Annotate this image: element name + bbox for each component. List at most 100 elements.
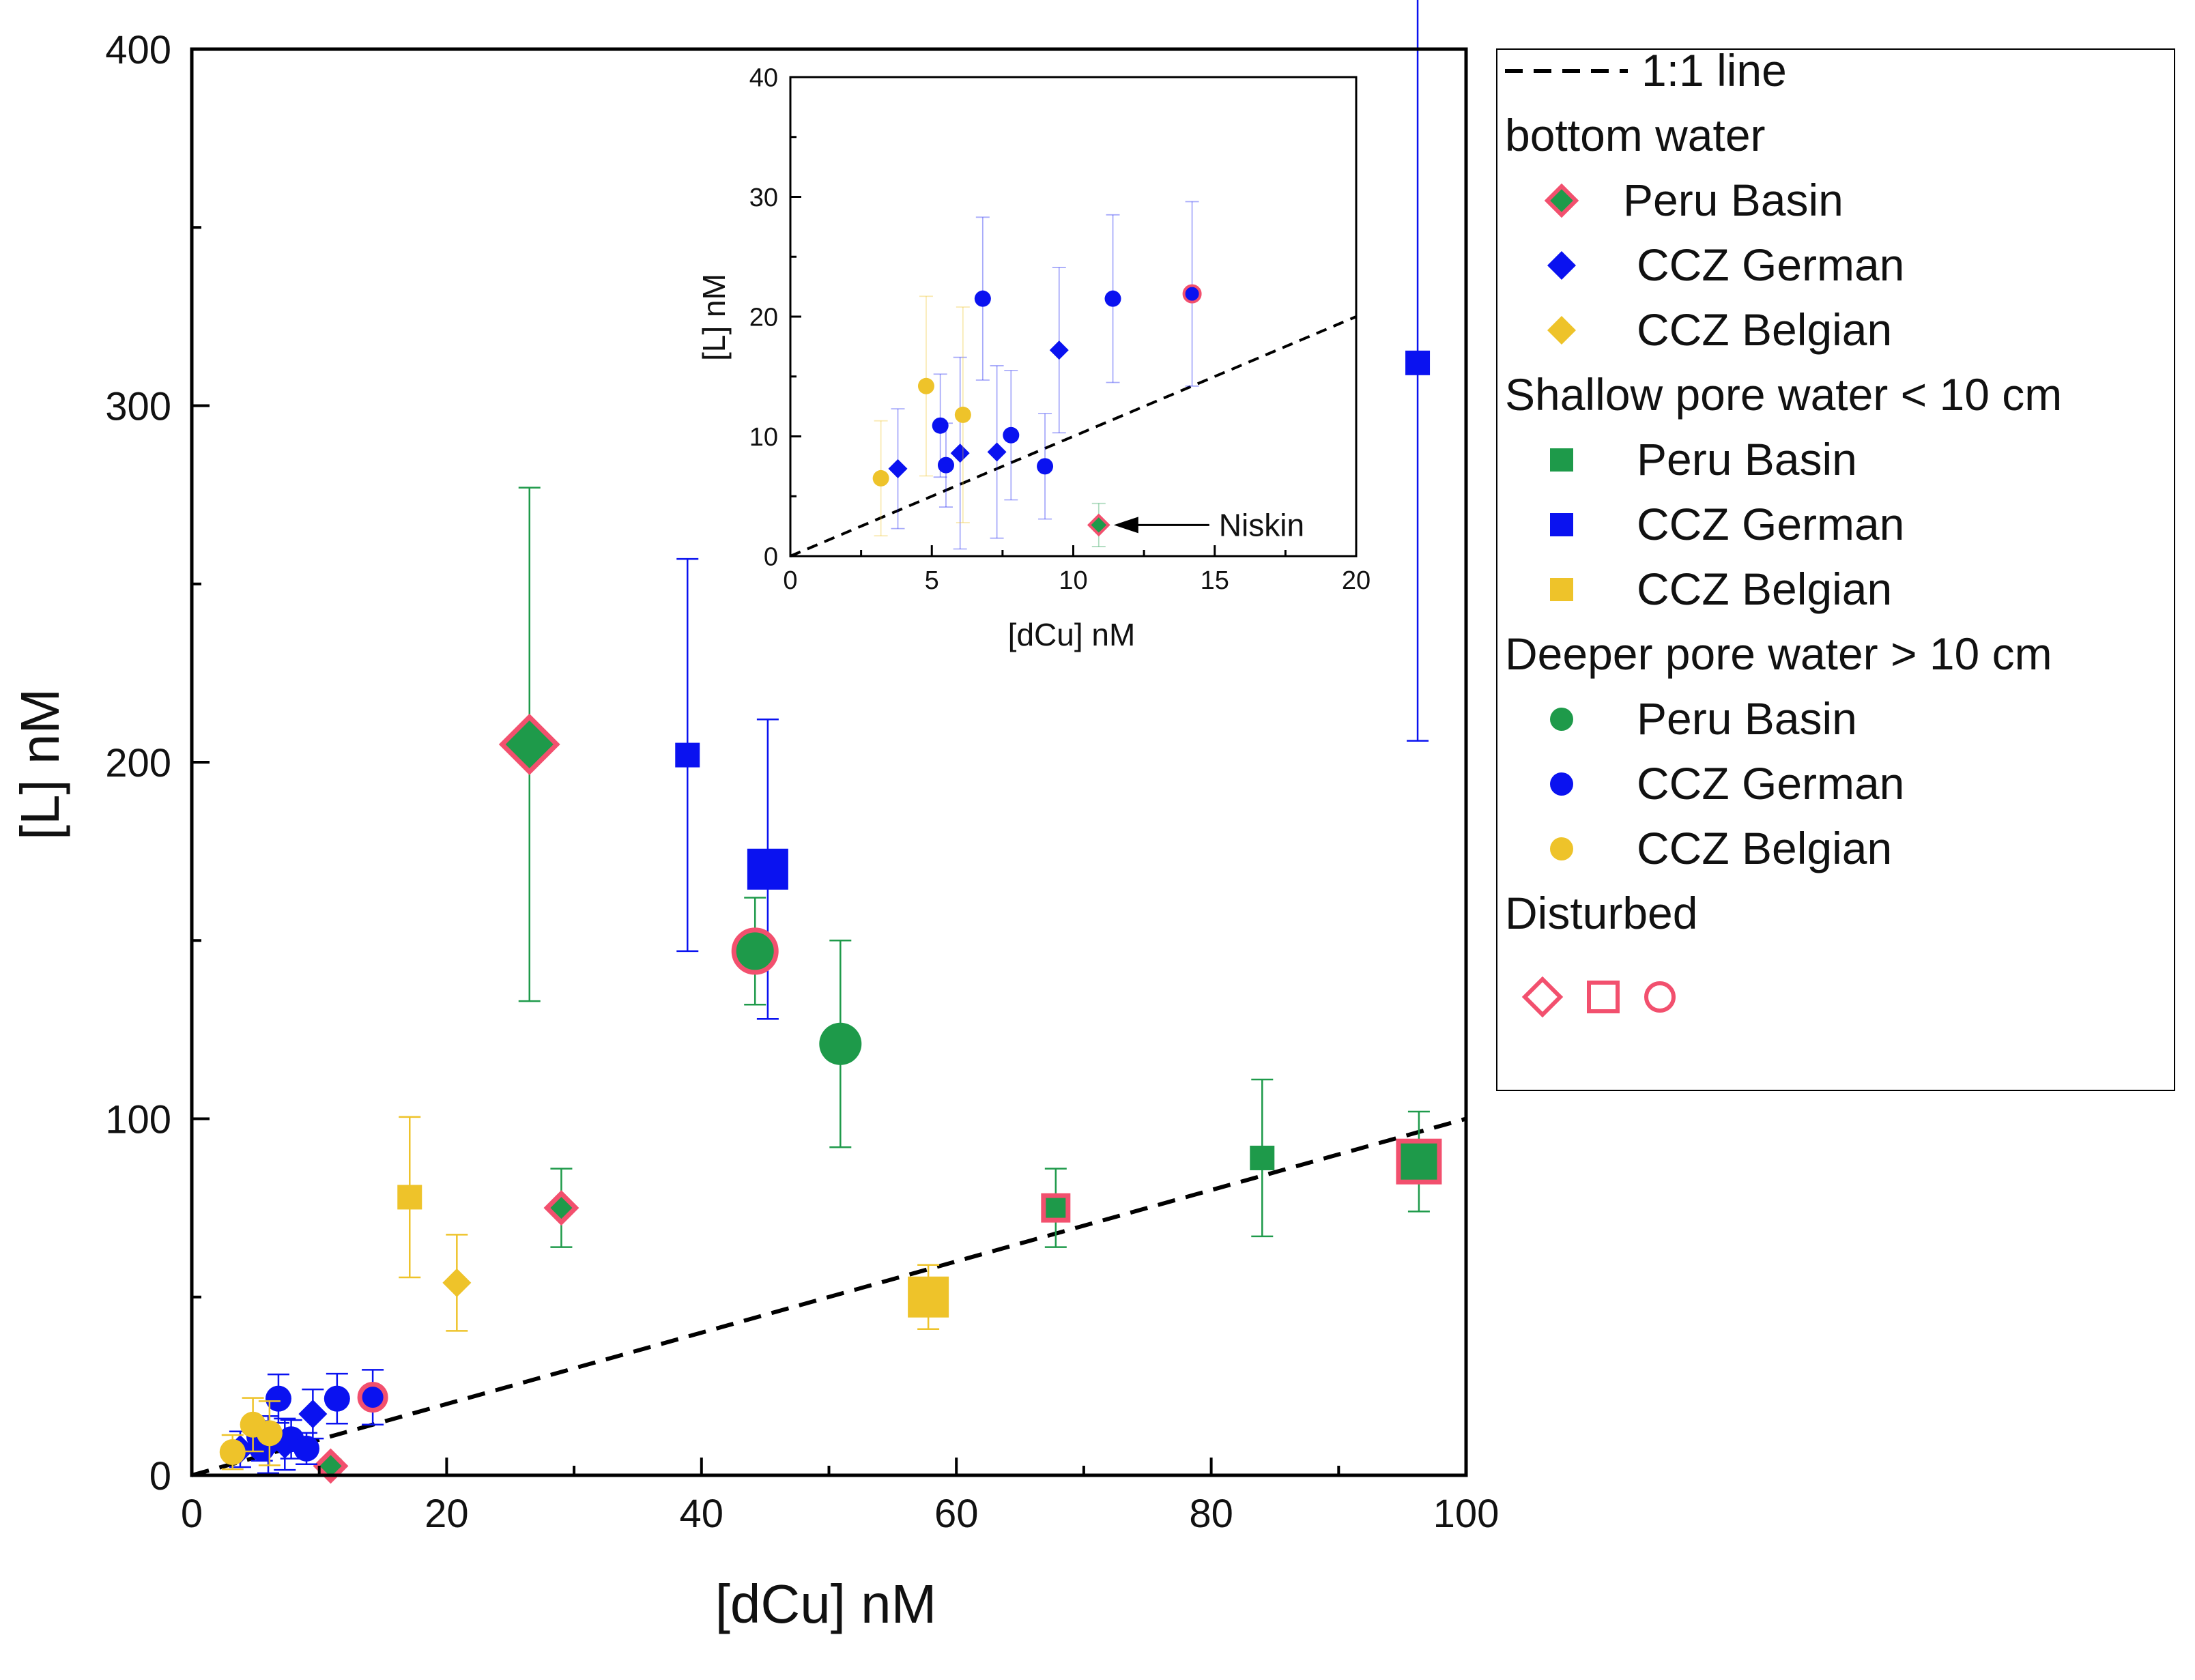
inset-point-ccz-german-circle <box>1037 413 1054 520</box>
data-point-marker <box>950 444 970 463</box>
inset-background <box>790 77 1356 556</box>
data-point-marker <box>293 1435 320 1462</box>
main-reference-line-layer <box>191 1116 1467 1477</box>
data-point-marker <box>357 1382 388 1413</box>
main-point-peru-basin-square <box>1041 1168 1071 1248</box>
main-point-ccz-german-circle <box>324 1372 350 1425</box>
main-x-tick-label: 60 <box>934 1492 979 1536</box>
data-point-marker <box>256 1420 283 1447</box>
data-point-marker <box>819 1022 862 1065</box>
legend-swatch-diamond <box>1544 183 1579 218</box>
main-y-tick-label: 400 <box>105 28 171 72</box>
legend-entry-1-1-line: 1:1 line <box>1505 45 1787 96</box>
inset-y-tick-label: 40 <box>749 64 778 93</box>
main-point-peru-basin-diamond <box>313 1448 349 1484</box>
data-point-marker <box>1037 458 1054 475</box>
legend-entry-disturbed: Disturbed <box>1505 888 1697 938</box>
legend-entry-deeper-pore-water-10-cm: Deeper pore water > 10 cm <box>1505 628 2052 679</box>
legend-entry-bottom-water: bottom water <box>1505 110 1766 160</box>
data-point-marker <box>313 1448 349 1484</box>
inset-y-axis-title: [L] nM <box>696 274 732 361</box>
data-point-marker <box>917 377 934 394</box>
inset-y-tick-label: 20 <box>749 304 778 332</box>
data-point-marker <box>298 1400 328 1429</box>
data-point-marker <box>872 469 889 487</box>
main-point-ccz-german-square <box>675 557 700 953</box>
data-point-marker <box>1250 1145 1275 1170</box>
legend-group-header: Deeper pore water > 10 cm <box>1505 628 2052 679</box>
main-x-tick-label: 40 <box>680 1492 724 1536</box>
legend-label: CCZ Belgian <box>1637 564 1892 614</box>
data-point-marker <box>1003 426 1020 444</box>
niskin-arrow-head <box>1113 517 1138 534</box>
legend-label: Peru Basin <box>1623 175 1843 225</box>
legend-entry-ccz-belgian: CCZ Belgian <box>1547 304 1892 355</box>
data-point-marker <box>265 1385 291 1412</box>
niskin-annotation: Niskin <box>1219 507 1304 542</box>
inset-point-ccz-german-circle <box>1104 214 1121 383</box>
legend-label: CCZ German <box>1637 240 1904 290</box>
legend-disturbed-diamond-icon <box>1521 976 1564 1018</box>
main-y-tick-label: 100 <box>105 1097 171 1142</box>
legend-label: Peru Basin <box>1637 693 1857 744</box>
data-point-marker <box>675 742 700 768</box>
main-point-ccz-belgian-circle <box>256 1400 283 1466</box>
inset-point-ccz-german-circle <box>937 422 954 508</box>
data-point-marker <box>932 417 949 434</box>
data-point-marker <box>543 1190 579 1226</box>
data-point-marker <box>442 1268 472 1297</box>
main-point-peru-basin-square <box>1396 1110 1442 1213</box>
inset-point-ccz-german-circle <box>1003 370 1020 501</box>
inset-point-ccz-german-diamond <box>987 365 1007 539</box>
legend-swatch-square <box>1550 578 1573 601</box>
main-point-ccz-german-square <box>747 719 788 1020</box>
data-point-marker <box>1182 284 1202 304</box>
data-point-marker <box>1104 290 1121 307</box>
legend-entry-peru-basin: Peru Basin <box>1544 175 1843 225</box>
main-point-peru-basin-diamond <box>498 487 560 1002</box>
inset-x-tick-label: 0 <box>783 566 797 595</box>
data-point-marker <box>974 290 991 307</box>
main-point-ccz-belgian-circle <box>219 1434 246 1471</box>
inset-x-tick-label: 20 <box>1342 566 1371 595</box>
legend-swatch-circle <box>1550 837 1573 860</box>
data-point-marker <box>731 927 779 975</box>
main-one-to-one-line <box>191 1116 1467 1477</box>
data-point-marker <box>324 1385 350 1412</box>
legend-group-header: Shallow pore water < 10 cm <box>1505 369 2062 420</box>
main-y-axis-title: [L] nM <box>10 689 70 840</box>
main-y-tick-label: 0 <box>149 1454 171 1498</box>
legend-disturbed-square-icon <box>1587 981 1620 1013</box>
legend-entry-ccz-german: CCZ German <box>1550 499 1904 549</box>
main-point-ccz-belgian-square <box>908 1264 949 1331</box>
inset-point-ccz-belgian-circle <box>917 295 934 477</box>
legend-label: CCZ Belgian <box>1637 823 1892 873</box>
main-x-tick-label: 0 <box>181 1492 203 1536</box>
legend-entry-shallow-pore-water-10-cm: Shallow pore water < 10 cm <box>1505 369 2062 420</box>
main-point-ccz-german-circle <box>357 1369 388 1426</box>
inset-x-tick-label: 5 <box>925 566 939 595</box>
legend-swatch-diamond <box>1547 251 1576 280</box>
data-point-marker <box>987 442 1007 462</box>
legend-label: CCZ Belgian <box>1637 304 1892 355</box>
main-y-tick-label: 200 <box>105 741 171 785</box>
main-point-peru-basin-diamond <box>543 1168 579 1248</box>
inset-points-layer <box>872 201 1202 550</box>
inset-annotation-layer: Niskin <box>1113 507 1304 542</box>
inset-point-ccz-belgian-circle <box>954 306 971 523</box>
legend-swatch-diamond <box>1547 316 1576 345</box>
legend-swatch-circle <box>1550 708 1573 731</box>
main-point-peru-basin-square <box>1250 1078 1275 1238</box>
legend-group-header: Disturbed <box>1505 888 1697 938</box>
main-point-peru-basin-circle <box>819 940 862 1148</box>
inset-y-tick-label: 0 <box>764 543 778 572</box>
legend-label: 1:1 line <box>1641 45 1787 96</box>
data-point-marker <box>1041 1193 1071 1223</box>
legend-entry-peru-basin: Peru Basin <box>1550 693 1857 744</box>
inset-x-tick-label: 15 <box>1201 566 1229 595</box>
legend-box <box>1496 48 2175 1091</box>
legend-disturbed-circle-icon <box>1644 981 1676 1013</box>
data-point-marker <box>747 848 788 890</box>
inset-point-ccz-german-diamond <box>888 408 908 530</box>
